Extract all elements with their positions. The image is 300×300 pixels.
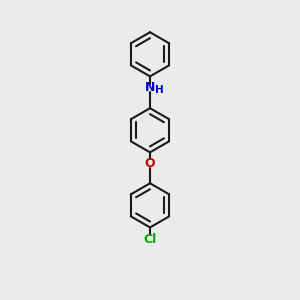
Text: Cl: Cl	[143, 233, 157, 246]
Text: H: H	[155, 85, 164, 94]
Text: N: N	[145, 81, 155, 94]
Text: O: O	[145, 157, 155, 170]
